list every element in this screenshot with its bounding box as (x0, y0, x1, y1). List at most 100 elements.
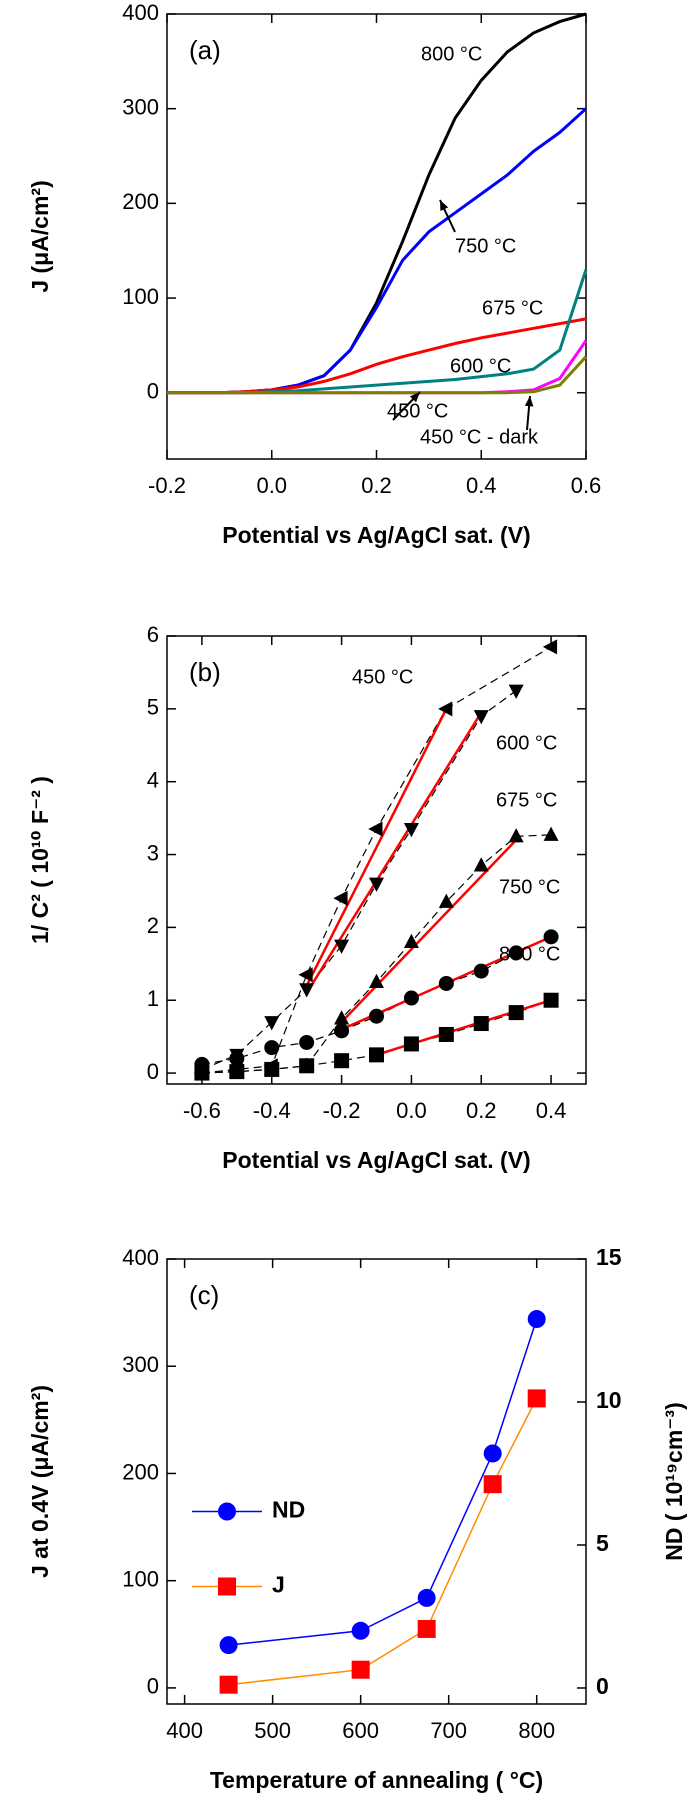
y-tick-label: 400 (122, 1245, 159, 1270)
y-tick-label: 1 (147, 986, 159, 1011)
y-tick-label: 400 (122, 0, 159, 25)
legend-label: ND (272, 1497, 305, 1523)
marker (299, 983, 315, 998)
marker (403, 990, 419, 1006)
panel-label: (c) (189, 1280, 219, 1310)
y-axis-title: 1/ C² ( 10¹⁰ F⁻² ) (27, 776, 53, 944)
x-tick-label: -0.6 (183, 1098, 221, 1123)
x-tick-label: 0.6 (571, 473, 602, 498)
arrow-head (409, 392, 420, 403)
series-annotation: 750 °C (455, 235, 516, 257)
series-annotation: 450 °C (352, 666, 413, 688)
y-tick-label: 0 (147, 1674, 159, 1699)
y-tick-label: 100 (122, 1566, 159, 1591)
marker (369, 1047, 384, 1063)
fit-line (305, 708, 448, 987)
marker (334, 939, 350, 954)
series-line (167, 12, 587, 395)
y-tick-label: 5 (147, 695, 159, 720)
x-tick-label: 600 (342, 1718, 379, 1743)
marker (508, 828, 524, 843)
y-tick-label: 300 (122, 1352, 159, 1377)
marker (473, 1016, 489, 1032)
y-axis-title: J (μA/cm²) (27, 180, 53, 292)
x-tick-label: 500 (254, 1718, 291, 1743)
fit-line (305, 711, 483, 994)
panel-label: (b) (189, 657, 221, 687)
marker (417, 1588, 436, 1607)
marker (508, 684, 524, 699)
marker (333, 890, 348, 906)
fit-line (376, 999, 552, 1057)
marker (369, 1008, 384, 1024)
marker (351, 1621, 370, 1640)
series-line (201, 936, 552, 1065)
marker (542, 639, 558, 655)
plot-frame (166, 1258, 587, 1705)
series-annotation: 675 °C (482, 297, 543, 319)
series-annotation: 675 °C (496, 789, 557, 811)
marker (351, 1660, 370, 1679)
marker (543, 826, 559, 841)
plot-frame (166, 635, 587, 1085)
series-annotation: 750 °C (499, 876, 560, 898)
y-tick-label: 0 (147, 379, 159, 404)
x-tick-label: 0.2 (466, 1098, 497, 1123)
marker (543, 992, 559, 1008)
x-axis-title: Temperature of annealing ( °C) (210, 1767, 543, 1793)
marker (368, 821, 383, 837)
marker (264, 1061, 280, 1077)
legend-label: J (272, 1572, 285, 1598)
marker (438, 975, 454, 991)
x-tick-label: -0.2 (323, 1098, 361, 1123)
marker (527, 1310, 546, 1329)
x-tick-label: 0.4 (536, 1098, 567, 1123)
y-tick-label: 2 (147, 913, 159, 938)
marker (298, 967, 313, 983)
marker (299, 1058, 315, 1074)
y2-tick-label: 0 (596, 1673, 609, 1699)
y2-tick-label: 5 (596, 1530, 609, 1556)
marker (483, 1475, 502, 1494)
arrow-head (524, 396, 534, 407)
marker (219, 1675, 238, 1694)
y2-axis-title: ND ( 10¹⁹cm⁻³) (661, 1402, 687, 1561)
x-tick-label: -0.2 (148, 473, 186, 498)
x-tick-label: -0.4 (253, 1098, 291, 1123)
series-annotation: 450 °C (387, 400, 448, 422)
marker (369, 877, 384, 892)
series-line (167, 355, 588, 395)
marker (483, 1444, 502, 1463)
y-tick-label: 6 (147, 622, 159, 647)
marker (438, 701, 453, 717)
arrow-head (440, 200, 449, 211)
series-annotation: 800 °C (421, 43, 482, 65)
marker (473, 710, 489, 725)
y-tick-label: 4 (147, 768, 159, 793)
series-line (228, 1398, 538, 1686)
y-axis-title: J at 0.4V (μA/cm²) (27, 1385, 53, 1578)
marker (473, 857, 489, 872)
y-tick-label: 200 (122, 1459, 159, 1484)
x-tick-label: 0.0 (396, 1098, 427, 1123)
marker (438, 893, 454, 908)
marker (403, 933, 419, 948)
y-tick-label: 0 (147, 1059, 159, 1084)
x-tick-label: 700 (430, 1718, 467, 1743)
marker (229, 1051, 245, 1067)
marker (508, 945, 524, 961)
marker (334, 1010, 350, 1025)
marker (508, 1005, 524, 1021)
x-tick-label: 400 (166, 1718, 203, 1743)
series-annotation: 600 °C (450, 355, 511, 377)
marker (219, 1636, 238, 1655)
marker (403, 823, 419, 838)
x-tick-label: 0.4 (466, 473, 497, 498)
marker (299, 1034, 315, 1050)
panel-label: (a) (189, 35, 221, 65)
series-line (167, 107, 588, 395)
series-annotation: 450 °C - dark (420, 426, 539, 448)
marker (334, 1053, 350, 1069)
marker (527, 1389, 546, 1408)
